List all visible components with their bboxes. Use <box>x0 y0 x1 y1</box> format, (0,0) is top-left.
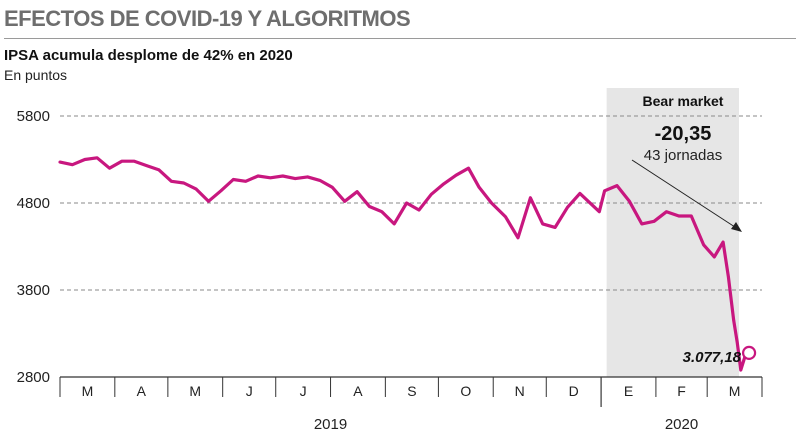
ipsa-series-line <box>58 156 748 372</box>
bear-market-change: -20,35 <box>655 123 712 145</box>
y-tick-label: 4800 <box>17 195 50 212</box>
x-tick-label: S <box>407 383 416 399</box>
x-axis-ticks: M A M J J A S O N D E F M 2019 2020 <box>59 377 763 433</box>
x-tick-label: M <box>189 383 201 399</box>
last-value-marker <box>741 345 757 361</box>
x-tick-label: M <box>82 383 94 399</box>
x-tick-label: A <box>353 383 363 399</box>
y-tick-label: 2800 <box>17 369 50 386</box>
x-tick-label: A <box>137 383 147 399</box>
trend-arrow <box>631 159 739 230</box>
trend-arrow-head <box>731 222 742 232</box>
last-value-label: 3.077,18 <box>683 349 742 366</box>
chart-kicker: EFECTOS DE COVID-19 Y ALGORITMOS <box>4 6 411 31</box>
y-axis-ticks: 5800 4800 3800 2800 <box>17 108 50 386</box>
chart-title: IPSA acumula desplome de 42% en 2020 <box>4 47 293 64</box>
x-tick-label: E <box>624 383 633 399</box>
bear-market-label: Bear market <box>643 93 724 109</box>
x-tick-label: N <box>515 383 525 399</box>
chart-subtitle: En puntos <box>4 67 68 83</box>
bear-market-band <box>606 88 739 377</box>
bear-market-sessions: 43 jornadas <box>644 147 722 164</box>
x-tick-label: J <box>300 383 307 399</box>
x-tick-label: O <box>460 383 471 399</box>
x-tick-label: J <box>246 383 253 399</box>
y-tick-label: 5800 <box>17 108 50 125</box>
x-tick-label: M <box>729 383 741 399</box>
year-label: 2019 <box>314 416 347 433</box>
kicker-divider <box>4 38 796 39</box>
year-label: 2020 <box>665 416 698 433</box>
x-tick-label: D <box>569 383 579 399</box>
y-tick-label: 3800 <box>17 282 50 299</box>
x-tick-label: F <box>677 383 686 399</box>
